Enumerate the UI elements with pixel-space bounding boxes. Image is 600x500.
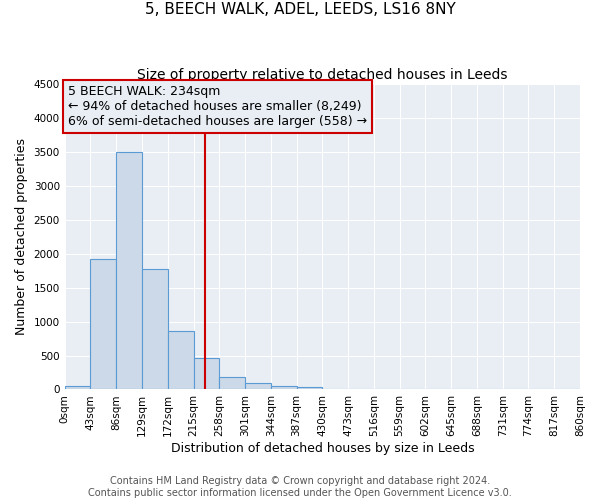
Bar — [65, 386, 91, 390]
Bar — [322, 389, 348, 390]
Bar — [219, 376, 245, 390]
Bar — [296, 388, 322, 390]
Bar — [91, 259, 116, 390]
Title: Size of property relative to detached houses in Leeds: Size of property relative to detached ho… — [137, 68, 508, 82]
Bar — [271, 386, 296, 390]
Bar — [142, 268, 168, 390]
Bar — [116, 152, 142, 390]
Y-axis label: Number of detached properties: Number of detached properties — [15, 138, 28, 336]
Text: Contains HM Land Registry data © Crown copyright and database right 2024.
Contai: Contains HM Land Registry data © Crown c… — [88, 476, 512, 498]
Bar — [193, 358, 219, 390]
X-axis label: Distribution of detached houses by size in Leeds: Distribution of detached houses by size … — [170, 442, 474, 455]
Text: 5 BEECH WALK: 234sqm
← 94% of detached houses are smaller (8,249)
6% of semi-det: 5 BEECH WALK: 234sqm ← 94% of detached h… — [68, 86, 367, 128]
Bar — [168, 331, 193, 390]
Bar — [245, 382, 271, 390]
Text: 5, BEECH WALK, ADEL, LEEDS, LS16 8NY: 5, BEECH WALK, ADEL, LEEDS, LS16 8NY — [145, 2, 455, 18]
